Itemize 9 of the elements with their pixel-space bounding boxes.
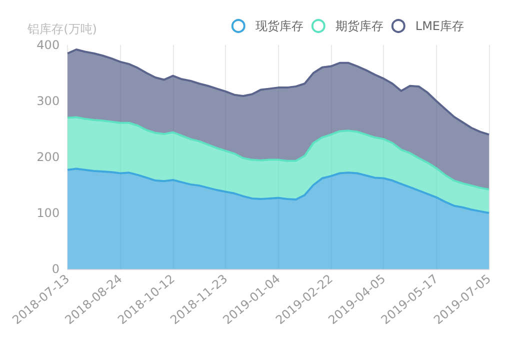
y-axis-title: 铝库存(万吨) [26, 22, 97, 36]
y-tick-label: 200 [36, 150, 60, 164]
legend-label: LME库存 [415, 19, 464, 33]
legend-label: 期货库存 [335, 19, 384, 33]
y-tick-label: 0 [52, 262, 60, 276]
legend-label: 现货库存 [255, 19, 304, 33]
y-tick-label: 100 [36, 206, 60, 220]
y-tick-label: 400 [36, 38, 60, 52]
y-tick-label: 300 [36, 94, 60, 108]
